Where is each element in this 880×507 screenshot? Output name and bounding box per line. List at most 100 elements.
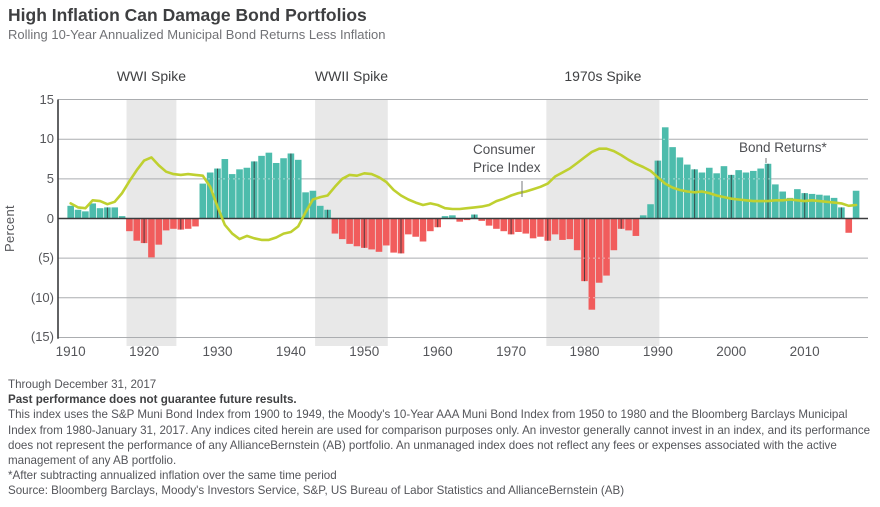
footnote-line-6: management of any AB portfolio. <box>8 454 177 468</box>
bar-1973 <box>529 218 537 239</box>
band-label-3: 1970s Spike <box>564 68 642 84</box>
y-tick-label: (15) <box>30 329 54 345</box>
bar-1958 <box>419 218 427 242</box>
bar-1937 <box>265 152 273 219</box>
bar-1954 <box>390 218 397 253</box>
bar-1972 <box>522 218 530 234</box>
bar-1922 <box>155 218 163 245</box>
bar-1946 <box>331 218 339 234</box>
cpi-line <box>69 147 858 242</box>
bar-2011 <box>808 193 816 219</box>
bar-1949 <box>353 218 361 247</box>
bar-1952 <box>375 218 383 252</box>
bar-1924 <box>170 218 177 229</box>
y-tick-label: 15 <box>39 91 54 107</box>
footnote-line-3: This index uses the S&P Muni Bond Index … <box>8 408 848 422</box>
bar-1951 <box>368 218 375 250</box>
bar-1988 <box>639 215 647 219</box>
footnote-line-4: Index from 1980-January 31, 2017. Any in… <box>8 423 871 437</box>
bar-1923 <box>162 218 170 231</box>
cpi-label-text: Price Index <box>473 160 541 175</box>
bar-2007 <box>779 191 786 219</box>
bar-1956 <box>405 218 412 235</box>
bar-1938 <box>272 162 280 219</box>
bar-1927 <box>192 218 199 227</box>
bar-1986 <box>625 218 632 231</box>
bar-1926 <box>184 218 192 229</box>
bar-2014 <box>830 197 838 219</box>
bar-1953 <box>383 218 390 246</box>
bar-1919 <box>133 218 141 241</box>
bar-1968 <box>493 218 500 229</box>
x-tick-label: 1990 <box>642 344 673 359</box>
bar-2008 <box>786 197 794 219</box>
bar-1948 <box>346 218 353 244</box>
bar-2012 <box>816 194 823 219</box>
bar-1969 <box>500 218 508 232</box>
y-tick-label: 0 <box>46 210 54 226</box>
bar-1963 <box>456 218 464 222</box>
bar-1932 <box>228 174 236 219</box>
band-label-2: WWII Spike <box>314 68 389 84</box>
bar-2009 <box>794 189 801 219</box>
bar-1913 <box>89 203 97 219</box>
bond-returns-label: Bond Returns* <box>739 139 827 157</box>
bar-1911 <box>74 209 82 219</box>
bar-1921 <box>148 218 155 258</box>
bar-1981 <box>588 218 596 310</box>
page-title: High Inflation Can Damage Bond Portfolio… <box>8 5 367 25</box>
bar-1992 <box>669 147 676 219</box>
bar-1917 <box>118 216 126 219</box>
x-tick-label: 1980 <box>569 344 600 359</box>
x-tick-label: 1920 <box>129 344 160 359</box>
bar-1910 <box>67 205 74 219</box>
bar-1991 <box>661 127 669 219</box>
bar-1976 <box>551 218 559 235</box>
bar-1978 <box>566 218 574 240</box>
bar-1999 <box>720 166 728 219</box>
y-tick-label: (10) <box>30 289 54 305</box>
bar-1962 <box>449 215 456 219</box>
bar-2002 <box>742 172 750 219</box>
bar-1918 <box>126 218 133 232</box>
bar-1984 <box>610 218 618 251</box>
bar-1931 <box>221 159 229 219</box>
bar-1967 <box>485 218 493 226</box>
cpi-label-text: Consumer <box>473 142 536 157</box>
bar-2016 <box>845 218 853 233</box>
bar-1966 <box>478 218 486 221</box>
bar-1983 <box>603 218 610 276</box>
bar-1944 <box>316 205 324 219</box>
x-tick-label: 2000 <box>716 344 747 359</box>
bar-1916 <box>111 207 119 219</box>
bar-2001 <box>735 170 742 219</box>
cpi-label: Consumer Price Index <box>473 141 541 177</box>
x-tick-label: 1910 <box>55 344 86 359</box>
bar-1957 <box>412 218 419 237</box>
x-tick-label: 1970 <box>496 344 527 359</box>
x-tick-label: 1940 <box>275 344 306 359</box>
band-label-1: WWI Spike <box>116 68 187 84</box>
footnote-line-1: Through December 31, 2017 <box>8 378 157 391</box>
bar-1971 <box>515 218 522 232</box>
chart-footnotes: Through December 31, 2017 Past performanc… <box>8 377 870 499</box>
bar-1961 <box>441 216 449 219</box>
bar-1943 <box>309 190 317 219</box>
bar-1912 <box>82 211 89 219</box>
bar-1979 <box>573 218 581 251</box>
bar-1996 <box>698 172 706 219</box>
bar-1941 <box>294 159 302 219</box>
x-tick-label: 1950 <box>349 344 380 359</box>
bar-1987 <box>632 218 640 236</box>
x-tick-label: 1930 <box>202 344 233 359</box>
chart-subtitle: Rolling 10-Year Annualized Municipal Bon… <box>8 27 386 42</box>
bar-2013 <box>823 195 831 219</box>
bar-1929 <box>206 172 214 219</box>
bar-2003 <box>750 170 757 219</box>
footnote-line-5: does not represent the performance of an… <box>8 438 837 452</box>
bar-1947 <box>338 218 346 240</box>
footnote-line-8: Source: Bloomberg Barclays, Moody's Inve… <box>8 484 625 498</box>
x-tick-label: 1960 <box>422 344 453 359</box>
